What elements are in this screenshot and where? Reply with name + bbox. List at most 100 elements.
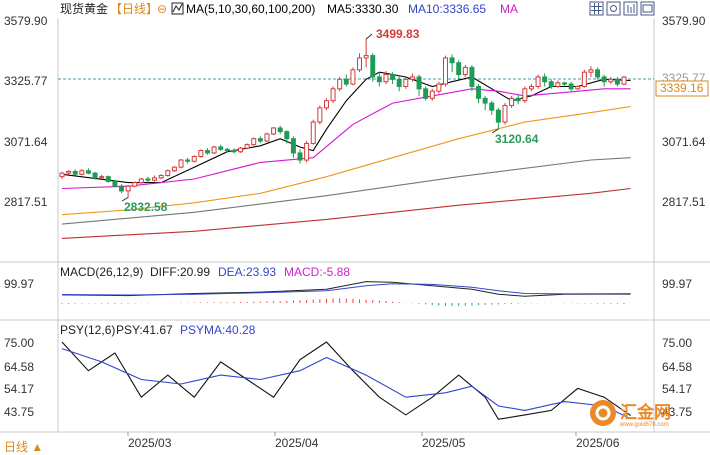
candle bbox=[489, 100, 495, 115]
candle-body bbox=[350, 69, 356, 85]
candle bbox=[535, 74, 541, 89]
psy-psy-line bbox=[61, 341, 631, 420]
candle-body bbox=[542, 76, 548, 83]
candle bbox=[370, 53, 376, 82]
candle-body bbox=[495, 109, 501, 123]
ma-settings-icon[interactable] bbox=[171, 2, 184, 15]
candle-body bbox=[581, 71, 587, 87]
candle bbox=[528, 84, 534, 92]
ma200-line bbox=[61, 187, 631, 239]
candle bbox=[423, 86, 429, 101]
candlesticks bbox=[59, 33, 627, 202]
candle bbox=[290, 136, 296, 158]
candle bbox=[132, 181, 138, 188]
period-toggle-icon[interactable]: ⊖ bbox=[157, 2, 167, 16]
candle-body bbox=[310, 121, 316, 144]
candle-body bbox=[158, 174, 164, 179]
bars-icon[interactable] bbox=[623, 1, 638, 16]
candle-body bbox=[449, 57, 455, 64]
candle bbox=[297, 149, 303, 164]
candle-body bbox=[396, 78, 402, 87]
candle-body bbox=[92, 172, 98, 179]
candle bbox=[482, 95, 488, 111]
candle-body bbox=[409, 76, 415, 80]
candle bbox=[363, 39, 369, 68]
logo-circle-icon bbox=[590, 400, 616, 426]
ma10-value: MA10:3336.65 bbox=[408, 2, 486, 16]
psy-tick-right: 75.00 bbox=[662, 336, 692, 350]
candle-body bbox=[211, 146, 217, 154]
candle-body bbox=[462, 66, 468, 76]
candle bbox=[79, 169, 85, 176]
candle bbox=[581, 69, 587, 88]
candle-body bbox=[595, 69, 601, 78]
instrument-name: 现货黄金 bbox=[60, 1, 108, 16]
candle bbox=[99, 174, 105, 181]
macd-dea: DEA:23.93 bbox=[218, 265, 276, 279]
watermark-logo: 汇金网 www.gold678.com bbox=[588, 398, 698, 428]
candle bbox=[119, 184, 124, 194]
candle bbox=[601, 74, 607, 87]
price-tick-right: 3579.90 bbox=[662, 14, 706, 28]
candle bbox=[92, 171, 98, 180]
candle-body bbox=[145, 178, 151, 181]
candle bbox=[211, 145, 217, 155]
candle-body bbox=[290, 138, 296, 154]
candle bbox=[277, 125, 283, 134]
candle bbox=[323, 98, 329, 111]
x-tick-label: 2025/05 bbox=[422, 436, 466, 450]
candle bbox=[244, 143, 250, 150]
candle-body bbox=[482, 97, 488, 104]
price-tick-left: 3071.64 bbox=[4, 135, 48, 149]
candle bbox=[476, 84, 482, 104]
candle bbox=[588, 66, 594, 77]
ma30-line bbox=[61, 88, 631, 190]
candle bbox=[429, 88, 435, 101]
candle bbox=[218, 144, 224, 152]
candle bbox=[191, 155, 197, 163]
grid-icon[interactable] bbox=[589, 1, 604, 16]
low-annotation: 2832.58 bbox=[124, 200, 168, 214]
candle bbox=[495, 107, 501, 130]
candle-body bbox=[171, 166, 177, 172]
candle bbox=[59, 171, 65, 180]
candle bbox=[231, 148, 237, 154]
psy-tick-right: 43.75 bbox=[662, 405, 692, 419]
candle bbox=[555, 80, 561, 88]
candle bbox=[72, 169, 78, 176]
period-tag[interactable]: 【日线】 bbox=[110, 2, 158, 16]
candle bbox=[442, 55, 448, 87]
candle-body bbox=[251, 138, 257, 146]
candle bbox=[502, 103, 508, 125]
candle bbox=[390, 72, 396, 85]
candle bbox=[112, 180, 118, 188]
candle-body bbox=[231, 150, 237, 153]
candle bbox=[548, 79, 554, 89]
psy-plot bbox=[61, 341, 631, 420]
candle-body bbox=[509, 97, 515, 106]
candle bbox=[462, 65, 468, 77]
candle bbox=[383, 71, 389, 85]
candle-body bbox=[337, 78, 343, 90]
candle-body bbox=[343, 78, 349, 85]
ma-params: MA(5,10,30,60,100,200) bbox=[186, 2, 315, 16]
candle-body bbox=[317, 107, 323, 123]
psy-psyma-line bbox=[61, 348, 631, 420]
candle-body bbox=[568, 83, 574, 90]
candle-body bbox=[138, 178, 144, 184]
window-icon[interactable] bbox=[640, 1, 655, 16]
candle-body bbox=[125, 185, 131, 192]
period-selector[interactable]: 日线 ▲ bbox=[4, 440, 44, 454]
candle-body bbox=[191, 155, 197, 162]
candle-body bbox=[185, 159, 191, 162]
candle bbox=[264, 132, 270, 143]
candle bbox=[449, 54, 455, 73]
candle-body bbox=[72, 170, 78, 175]
candle bbox=[403, 76, 409, 89]
candle bbox=[317, 105, 323, 125]
candle bbox=[238, 146, 244, 153]
candle bbox=[409, 73, 415, 82]
settings-icon[interactable] bbox=[606, 1, 621, 16]
candle-body bbox=[271, 127, 277, 135]
